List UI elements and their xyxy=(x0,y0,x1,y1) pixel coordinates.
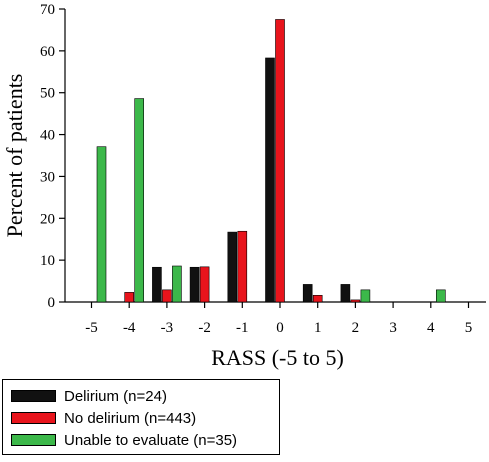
y-tick-label-40: 40 xyxy=(40,128,55,144)
bar-no-delirium-n-443-3 xyxy=(162,289,172,303)
y-tick-label-0: 0 xyxy=(48,295,56,311)
bar-no-delirium-n-443-2 xyxy=(350,299,361,303)
x-tick-label-5: -5 xyxy=(85,320,98,336)
bar-unable-to-evaluate-n-35-4 xyxy=(435,289,446,303)
legend-swatch-unable-to-evaluate xyxy=(11,434,56,446)
legend-item-delirium: Delirium (n=24) xyxy=(11,386,167,406)
legend-label-delirium: Delirium (n=24) xyxy=(64,387,167,405)
bar-delirium-n-24-3 xyxy=(152,266,162,303)
bar-delirium-n-24-1 xyxy=(227,231,238,303)
y-tick-label-20: 20 xyxy=(40,211,55,227)
bar-no-delirium-n-443-0 xyxy=(275,19,285,303)
y-axis-title: Percent of patients xyxy=(2,74,27,238)
x-tick-label-3: -3 xyxy=(161,320,174,336)
bar-delirium-n-24-2 xyxy=(340,284,351,303)
y-tick-label-10: 10 xyxy=(40,253,55,269)
bar-delirium-n-24-1 xyxy=(302,284,313,303)
x-tick-label-2: 2 xyxy=(352,320,360,336)
bar-chart: 0 10 20 30 40 50 60 70 -5 -4 -3 -2 -1 0 1 2 3 4 5 RASS (-5 … xyxy=(2,2,486,370)
y-tick-label-70: 70 xyxy=(40,2,55,18)
legend-item-no-delirium: No delirium (n=443) xyxy=(11,408,196,428)
x-tick-label-4: 4 xyxy=(427,320,435,336)
bar-delirium-n-24-2 xyxy=(189,266,200,303)
legend-swatch-no-delirium xyxy=(11,412,56,424)
bar-unable-to-evaluate-n-35-4 xyxy=(134,98,144,303)
y-tick-label-30: 30 xyxy=(40,169,55,185)
legend-item-unable-to-evaluate: Unable to evaluate (n=35) xyxy=(11,430,237,450)
bar-no-delirium-n-443-4 xyxy=(124,292,134,303)
bar-unable-to-evaluate-n-35-5 xyxy=(96,146,107,303)
y-tick-label-60: 60 xyxy=(40,44,55,60)
bar-unable-to-evaluate-n-35-2 xyxy=(360,289,371,303)
x-tick-label-5: 5 xyxy=(465,320,473,336)
legend-label-no-delirium: No delirium (n=443) xyxy=(64,409,197,427)
legend: Delirium (n=24) No delirium (n=443) Unab… xyxy=(2,379,280,455)
legend-swatch-delirium xyxy=(11,390,56,402)
bar-no-delirium-n-443-1 xyxy=(312,295,323,303)
bar-unable-to-evaluate-n-35-3 xyxy=(172,265,182,303)
bar-no-delirium-n-443-2 xyxy=(199,266,210,303)
x-tick-label-0: 0 xyxy=(276,320,284,336)
bar-no-delirium-n-443-1 xyxy=(237,230,248,303)
bar-delirium-n-24-0 xyxy=(265,57,275,303)
x-tick-label-3: 3 xyxy=(389,320,397,336)
legend-label-unable-to-evaluate: Unable to evaluate (n=35) xyxy=(64,431,238,449)
y-tick-label-50: 50 xyxy=(40,86,55,102)
x-tick-label-4: -4 xyxy=(123,320,136,336)
x-tick-label-2: -2 xyxy=(198,320,211,336)
x-tick-label-1: 1 xyxy=(314,320,322,336)
x-tick-label-1: -1 xyxy=(236,320,249,336)
x-axis-title: RASS (-5 to 5) xyxy=(211,345,344,370)
